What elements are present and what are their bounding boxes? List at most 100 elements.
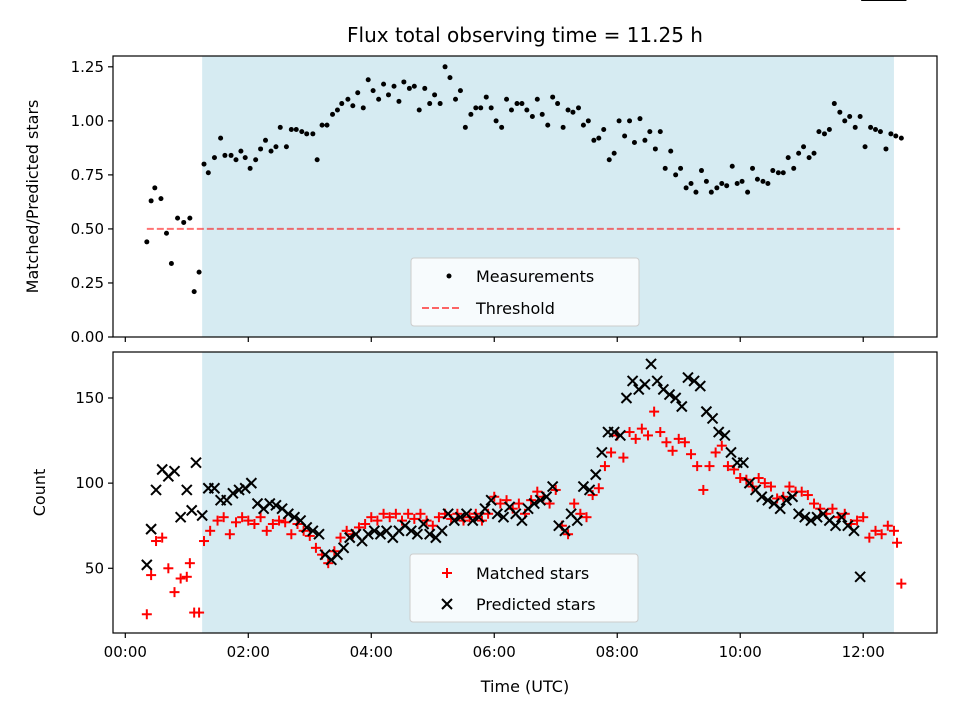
measurement-point (591, 137, 597, 143)
measurement-point (483, 94, 489, 100)
matched-star-point (896, 578, 907, 589)
legend-cross-glyph (441, 598, 453, 610)
measurement-point (416, 107, 422, 113)
matched-star-point (267, 519, 278, 530)
y-tick-label: 100 (75, 474, 104, 492)
measurement-point (277, 124, 283, 130)
predicted-star-point (141, 559, 153, 571)
matched-star-point (599, 461, 610, 472)
y-tick-label: 0.25 (71, 274, 104, 292)
measurement-point (631, 139, 637, 145)
measurement-point (411, 83, 417, 89)
measurement-point (381, 81, 387, 87)
matched-star-point (759, 478, 770, 489)
measurement-point (493, 118, 499, 124)
matched-star-point (593, 483, 604, 494)
measurement-point (796, 150, 802, 156)
measurement-point (238, 148, 244, 154)
measurement-point (218, 135, 224, 141)
measurement-point (585, 118, 591, 124)
y-tick-label: 1.25 (71, 58, 104, 76)
measurement-point (837, 109, 843, 115)
predicted-star-point (300, 521, 313, 534)
measurement-point (529, 114, 535, 120)
predicted-star-point (676, 400, 688, 413)
matched-star-point (243, 515, 254, 526)
matched-star-point (802, 490, 813, 501)
predicted-star-point (479, 502, 491, 515)
predicted-star-point (829, 520, 842, 532)
measurement-point (158, 196, 164, 202)
matched-star-point (255, 512, 266, 523)
matched-star-point (249, 519, 260, 530)
matched-star-point (581, 512, 592, 523)
measurement-point (144, 239, 150, 245)
measurement-point (499, 124, 505, 130)
legend-marker-matched (442, 568, 452, 578)
predicted-star-point (835, 511, 848, 523)
matched-star-point (624, 427, 635, 438)
x-tick-label: 08:00 (596, 643, 639, 661)
measurement-point (724, 183, 730, 189)
measurement-point (233, 157, 239, 163)
measurement-point (258, 146, 264, 152)
measurement-point (468, 111, 474, 117)
matched-star-point (218, 512, 229, 523)
measurement-point (187, 215, 193, 221)
measurement-point (181, 219, 187, 225)
measurement-point (831, 101, 837, 107)
measurement-point (622, 133, 628, 139)
matched-star-point (722, 461, 733, 472)
legend: Measurements Threshold (410, 257, 640, 327)
matched-star-point (667, 445, 678, 456)
measurement-point (565, 107, 571, 113)
measurement-point (283, 144, 289, 150)
measurement-point (360, 105, 366, 111)
measurement-point (745, 189, 751, 195)
measurement-point (242, 155, 248, 161)
matched-star-point (280, 517, 291, 528)
predicted-star-point (620, 392, 633, 404)
matched-star-point (157, 532, 168, 543)
measurement-point (385, 92, 391, 98)
measurement-point (519, 101, 525, 107)
y-axis: 50 100 150 (75, 389, 113, 577)
measurement-point (791, 165, 797, 171)
predicted-star-point (168, 465, 181, 477)
measurement-point (555, 101, 561, 107)
predicted-star-point (174, 511, 187, 523)
measurement-point (370, 88, 376, 94)
predicted-star-point (362, 528, 374, 540)
measurement-point (401, 79, 407, 85)
measurement-point (765, 181, 771, 187)
matched-star-point (433, 512, 444, 523)
measurement-point (806, 155, 812, 161)
legend: Matched stars Predicted stars (409, 553, 639, 623)
matched-star-point (409, 513, 420, 524)
measurement-point (868, 124, 874, 130)
y-tick-label: 150 (75, 389, 104, 407)
measurement-point (288, 126, 294, 132)
matched-star-point (403, 508, 414, 519)
plot-frame (112, 55, 938, 338)
y-tick-label: 0.75 (71, 166, 104, 184)
x-axis-label: Time (UTC) (480, 677, 569, 696)
measurement-point (453, 96, 459, 102)
measurement-point (163, 230, 169, 236)
measurement-point (247, 165, 253, 171)
measurement-point (601, 126, 607, 132)
matched-star-point (661, 437, 672, 448)
matched-star-point (163, 563, 174, 574)
measurement-point (888, 131, 894, 137)
legend-label-predicted: Predicted stars (476, 595, 596, 614)
predicted-star-point (528, 497, 540, 510)
matched-star-point (655, 427, 666, 438)
predicted-stars-layer (141, 0, 907, 583)
predicted-star-point (516, 514, 528, 527)
predicted-star-point (614, 429, 627, 442)
predicted-star-point (368, 525, 381, 537)
plot-frame (112, 351, 938, 634)
predicted-star-point (608, 426, 620, 438)
measurement-point (560, 124, 566, 130)
measurement-point (268, 148, 274, 154)
